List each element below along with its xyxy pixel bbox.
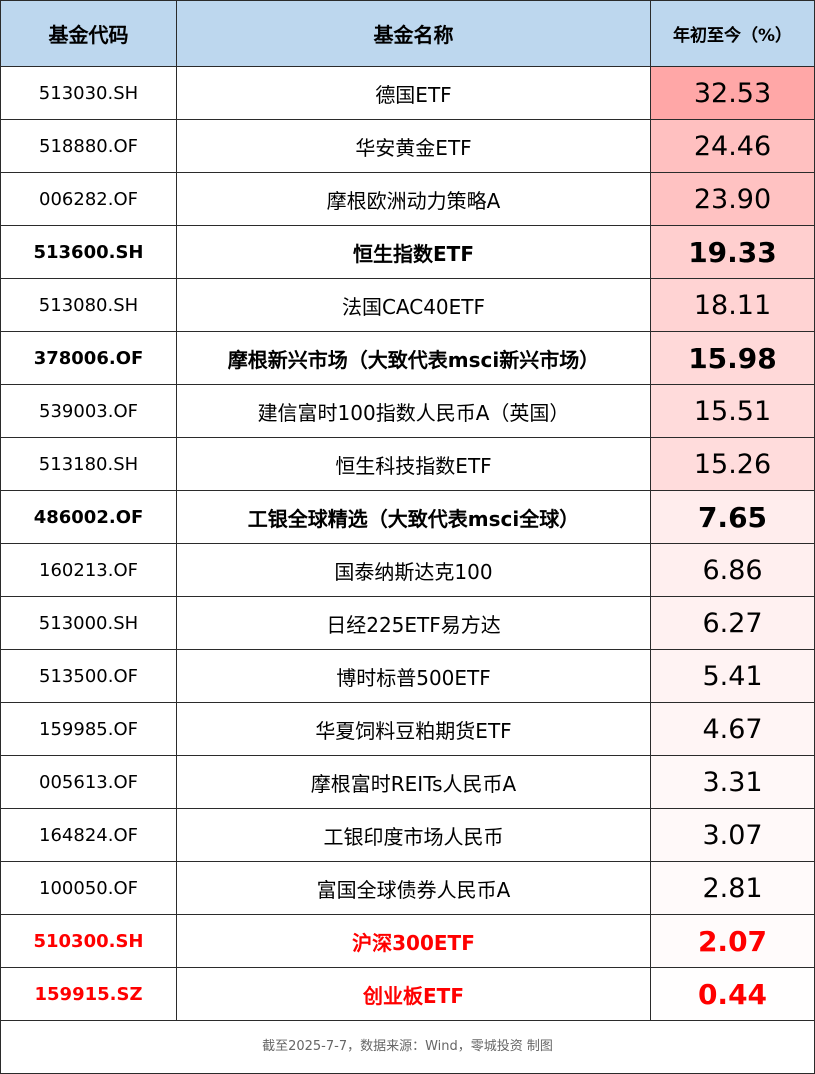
fund-code-cell: 160213.OF (0, 543, 177, 597)
table-row: 159985.OF 华夏饲料豆粕期货ETF 4.67 (0, 702, 815, 756)
table-row: 005613.OF 摩根富时REITs人民币A 3.31 (0, 755, 815, 809)
table-row: 510300.SH 沪深300ETF 2.07 (0, 914, 815, 968)
ytd-return-cell: 0.44 (650, 967, 815, 1021)
table-row: 513500.OF 博时标普500ETF 5.41 (0, 649, 815, 703)
fund-name-cell: 摩根富时REITs人民币A (176, 755, 651, 809)
table-row: 378006.OF 摩根新兴市场（大致代表msci新兴市场） 15.98 (0, 331, 815, 385)
ytd-return-cell: 23.90 (650, 172, 815, 226)
ytd-return-cell: 3.07 (650, 808, 815, 862)
fund-name-cell: 工银印度市场人民币 (176, 808, 651, 862)
fund-code-cell: 513080.SH (0, 278, 177, 332)
header-fund-name: 基金名称 (176, 0, 651, 67)
fund-name-cell: 国泰纳斯达克100 (176, 543, 651, 597)
fund-name-cell: 华夏饲料豆粕期货ETF (176, 702, 651, 756)
ytd-return-cell: 3.31 (650, 755, 815, 809)
ytd-return-cell: 15.98 (650, 331, 815, 385)
ytd-return-cell: 19.33 (650, 225, 815, 279)
fund-code-cell: 513180.SH (0, 437, 177, 491)
fund-code-cell: 378006.OF (0, 331, 177, 385)
fund-name-cell: 创业板ETF (176, 967, 651, 1021)
fund-code-cell: 159985.OF (0, 702, 177, 756)
fund-name-cell: 沪深300ETF (176, 914, 651, 968)
fund-name-cell: 华安黄金ETF (176, 119, 651, 173)
table-row: 159915.SZ 创业板ETF 0.44 (0, 967, 815, 1021)
ytd-return-cell: 5.41 (650, 649, 815, 703)
fund-code-cell: 513500.OF (0, 649, 177, 703)
fund-code-cell: 513600.SH (0, 225, 177, 279)
fund-code-cell: 539003.OF (0, 384, 177, 438)
ytd-return-cell: 7.65 (650, 490, 815, 544)
table-row: 513030.SH 德国ETF 32.53 (0, 66, 815, 120)
fund-code-cell: 100050.OF (0, 861, 177, 915)
ytd-return-cell: 15.51 (650, 384, 815, 438)
table-row: 513080.SH 法国CAC40ETF 18.11 (0, 278, 815, 332)
fund-code-cell: 510300.SH (0, 914, 177, 968)
fund-code-cell: 005613.OF (0, 755, 177, 809)
source-footnote: 截至2025-7-7，数据来源：Wind，零城投资 制图 (0, 1020, 815, 1074)
fund-name-cell: 建信富时100指数人民币A（英国） (176, 384, 651, 438)
table-header-row: 基金代码 基金名称 年初至今（%） (0, 0, 815, 67)
fund-code-cell: 518880.OF (0, 119, 177, 173)
fund-name-cell: 博时标普500ETF (176, 649, 651, 703)
header-ytd-return: 年初至今（%） (650, 0, 815, 67)
ytd-return-cell: 15.26 (650, 437, 815, 491)
table-body: 513030.SH 德国ETF 32.53 518880.OF 华安黄金ETF 24.46… (0, 66, 815, 1021)
fund-name-cell: 工银全球精选（大致代表msci全球） (176, 490, 651, 544)
ytd-return-cell: 32.53 (650, 66, 815, 120)
fund-performance-table: 基金代码 基金名称 年初至今（%） 513030.SH 德国ETF 32.53 518… (0, 0, 815, 1021)
fund-name-cell: 恒生指数ETF (176, 225, 651, 279)
ytd-return-cell: 6.86 (650, 543, 815, 597)
table-row: 006282.OF 摩根欧洲动力策略A 23.90 (0, 172, 815, 226)
ytd-return-cell: 2.81 (650, 861, 815, 915)
table-row: 513600.SH 恒生指数ETF 19.33 (0, 225, 815, 279)
table-row: 539003.OF 建信富时100指数人民币A（英国） 15.51 (0, 384, 815, 438)
fund-code-cell: 159915.SZ (0, 967, 177, 1021)
table-row: 160213.OF 国泰纳斯达克100 6.86 (0, 543, 815, 597)
fund-name-cell: 恒生科技指数ETF (176, 437, 651, 491)
table-row: 486002.OF 工银全球精选（大致代表msci全球） 7.65 (0, 490, 815, 544)
fund-code-cell: 486002.OF (0, 490, 177, 544)
fund-name-cell: 富国全球债券人民币A (176, 861, 651, 915)
fund-code-cell: 513030.SH (0, 66, 177, 120)
ytd-return-cell: 24.46 (650, 119, 815, 173)
table-row: 513180.SH 恒生科技指数ETF 15.26 (0, 437, 815, 491)
ytd-return-cell: 6.27 (650, 596, 815, 650)
header-fund-code: 基金代码 (0, 0, 177, 67)
table-row: 513000.SH 日经225ETF易方达 6.27 (0, 596, 815, 650)
fund-name-cell: 摩根新兴市场（大致代表msci新兴市场） (176, 331, 651, 385)
table-row: 100050.OF 富国全球债券人民币A 2.81 (0, 861, 815, 915)
table-row: 518880.OF 华安黄金ETF 24.46 (0, 119, 815, 173)
fund-name-cell: 摩根欧洲动力策略A (176, 172, 651, 226)
fund-code-cell: 513000.SH (0, 596, 177, 650)
table-row: 164824.OF 工银印度市场人民币 3.07 (0, 808, 815, 862)
fund-code-cell: 164824.OF (0, 808, 177, 862)
fund-code-cell: 006282.OF (0, 172, 177, 226)
fund-name-cell: 法国CAC40ETF (176, 278, 651, 332)
ytd-return-cell: 18.11 (650, 278, 815, 332)
ytd-return-cell: 4.67 (650, 702, 815, 756)
ytd-return-cell: 2.07 (650, 914, 815, 968)
fund-name-cell: 日经225ETF易方达 (176, 596, 651, 650)
fund-name-cell: 德国ETF (176, 66, 651, 120)
